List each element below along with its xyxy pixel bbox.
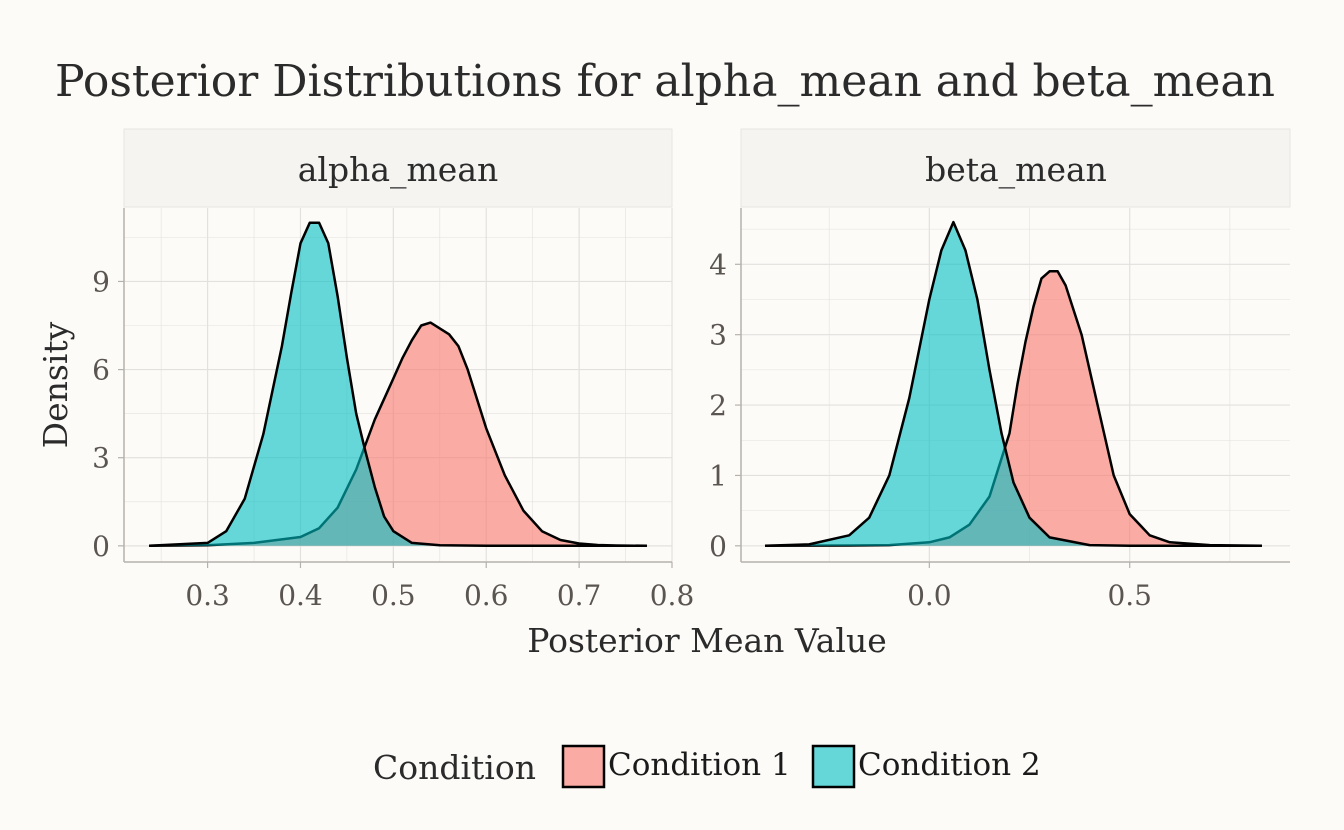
density-fill-condition-2 [149,222,647,546]
legend-label-condition-2: Condition 2 [858,747,1041,783]
facet-alpha-mean: alpha_mean 0.3 0.4 0.5 0.6 0.7 0.8 0 3 6 9 [92,128,694,612]
axes-alpha: 0.3 0.4 0.5 0.6 0.7 0.8 0 3 6 9 [92,208,694,612]
chart-title: Posterior Distributions for alpha_mean a… [55,56,1275,107]
y-tick-label: 0 [92,530,110,563]
legend: Condition Condition 1 Condition 2 [373,744,1041,789]
x-tick-label: 0.5 [371,579,416,612]
density-line-condition-2 [764,220,1262,548]
x-tick-label: 0.6 [464,579,509,612]
y-axis-label: Density [36,321,75,448]
y-tick-label: 3 [92,442,110,475]
y-tick-label: 0 [709,530,727,563]
y-tick-label: 9 [92,265,110,298]
y-tick-label: 3 [709,319,727,352]
facet-beta-mean: beta_mean 0.0 0.5 0 1 2 3 4 [709,128,1291,612]
density-fill-condition-1 [149,322,647,546]
x-tick-label: 0.4 [278,579,323,612]
axes-beta: 0.0 0.5 0 1 2 3 4 [709,208,1290,612]
facet-strip-label-alpha: alpha_mean [298,150,499,190]
legend-label-condition-1: Condition 1 [608,747,791,783]
legend-title: Condition [373,748,536,787]
density-line-condition-2 [149,221,647,548]
density-areas-alpha [149,221,647,548]
y-tick-label: 6 [92,354,110,387]
legend-key-condition-1 [561,744,606,789]
y-tick-label: 4 [709,248,727,281]
y-tick-label: 1 [709,459,727,492]
x-tick-label: 0.8 [650,579,695,612]
x-tick-label: 0.0 [907,579,952,612]
x-tick-label: 0.5 [1107,579,1152,612]
legend-key-condition-2 [811,744,856,789]
y-tick-label: 2 [709,389,727,422]
facet-strip-alpha [123,128,673,208]
facet-strip-beta [740,128,1291,208]
x-tick-label: 0.3 [185,579,230,612]
density-areas-beta [764,220,1262,548]
x-tick-label: 0.7 [557,579,602,612]
facet-strip-label-beta: beta_mean [925,150,1107,190]
density-fill-condition-2 [765,222,1262,546]
x-axis-label: Posterior Mean Value [527,621,886,660]
